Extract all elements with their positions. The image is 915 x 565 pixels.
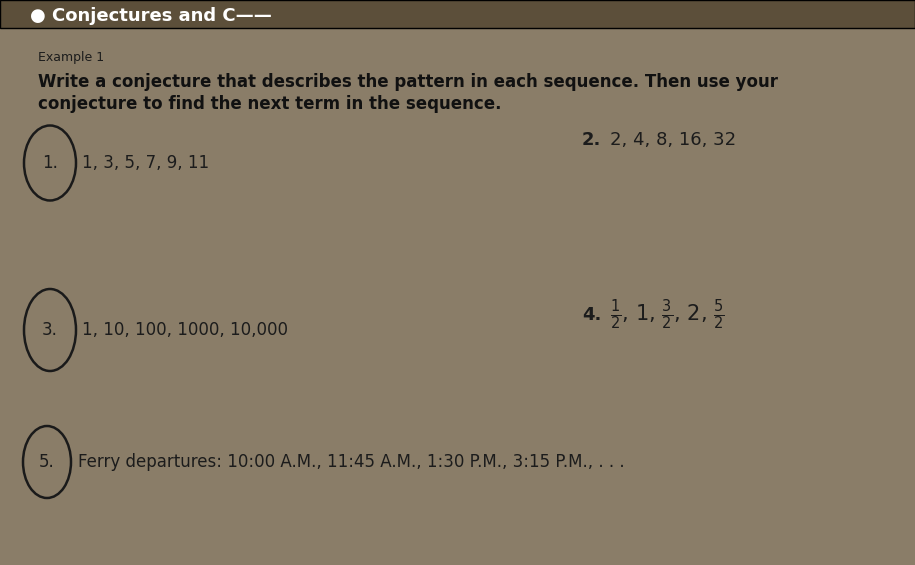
Text: $\frac{1}{2}$, 1, $\frac{3}{2}$, 2, $\frac{5}{2}$: $\frac{1}{2}$, 1, $\frac{3}{2}$, 2, $\fr…: [610, 298, 725, 332]
FancyBboxPatch shape: [0, 0, 915, 28]
Text: Example 1: Example 1: [38, 51, 104, 64]
Text: 1, 3, 5, 7, 9, 11: 1, 3, 5, 7, 9, 11: [82, 154, 210, 172]
Text: ● Conjectures and C——: ● Conjectures and C——: [30, 7, 272, 25]
Text: 5.: 5.: [39, 453, 55, 471]
Text: 4.: 4.: [582, 306, 601, 324]
Text: Write a conjecture that describes the pattern in each sequence. Then use your: Write a conjecture that describes the pa…: [38, 73, 778, 91]
Text: Ferry departures: 10:00 A.M., 11:45 A.M., 1:30 P.M., 3:15 P.M., . . .: Ferry departures: 10:00 A.M., 11:45 A.M.…: [78, 453, 625, 471]
Text: 1, 10, 100, 1000, 10,000: 1, 10, 100, 1000, 10,000: [82, 321, 288, 339]
Text: 2, 4, 8, 16, 32: 2, 4, 8, 16, 32: [610, 131, 737, 149]
Text: 1.: 1.: [42, 154, 58, 172]
Text: 2.: 2.: [582, 131, 601, 149]
Text: conjecture to find the next term in the sequence.: conjecture to find the next term in the …: [38, 95, 501, 113]
Text: 3.: 3.: [42, 321, 58, 339]
